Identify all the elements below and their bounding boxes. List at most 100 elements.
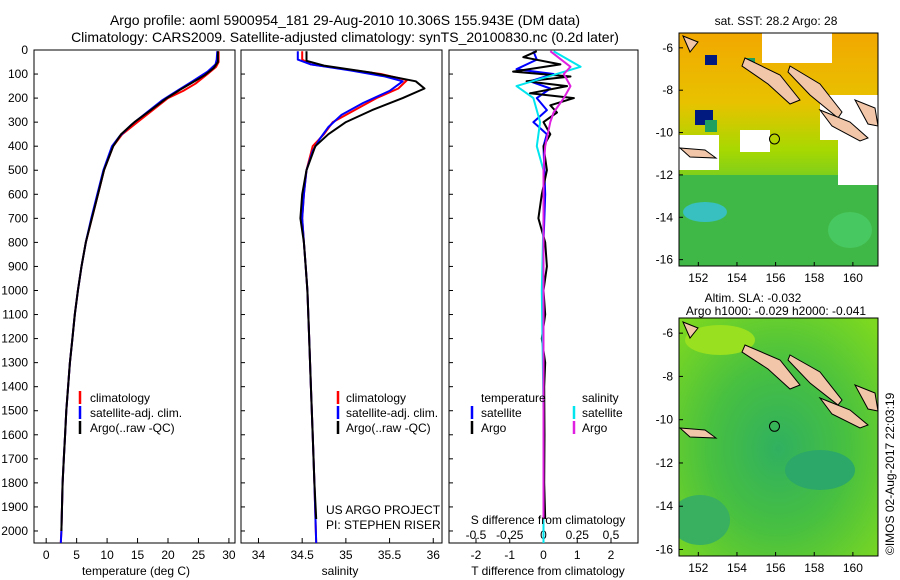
x-tick-label: 20 bbox=[161, 548, 175, 562]
island bbox=[818, 108, 869, 142]
salinity-legend: climatology satellite-adj. clim. Argo(..… bbox=[336, 391, 438, 435]
x-tick-label: 35.5 bbox=[378, 548, 402, 562]
legend-label-t-argo: Argo bbox=[481, 421, 507, 435]
x-top-tick-label: 0.5 bbox=[603, 528, 620, 542]
map-x-tick-label: 156 bbox=[766, 561, 786, 575]
sst-patch bbox=[762, 33, 832, 63]
x-top-tick-label: -0.25 bbox=[496, 528, 524, 542]
island bbox=[818, 396, 869, 429]
temperature-plot-frame bbox=[33, 49, 236, 544]
y-tick-label: 1700 bbox=[1, 452, 28, 466]
map-y-tick-label: -8 bbox=[662, 83, 673, 97]
map-y-tick-label: -12 bbox=[656, 168, 674, 182]
series-line bbox=[59, 51, 219, 543]
series-line bbox=[515, 50, 555, 543]
map-x-tick-label: 158 bbox=[804, 561, 824, 575]
y-tick-label: 1300 bbox=[1, 356, 28, 370]
salinity-axes: 34 34.5 35 35.5 36 bbox=[241, 49, 441, 562]
sst-map bbox=[679, 33, 878, 266]
island bbox=[741, 344, 801, 390]
island bbox=[682, 35, 699, 53]
x-tick-label: 0 bbox=[43, 548, 50, 562]
sla-map bbox=[679, 318, 878, 556]
sla-map-title-line1: Altim. SLA: -0.032 bbox=[705, 291, 802, 305]
island bbox=[679, 147, 718, 159]
y-tick-label: 600 bbox=[8, 187, 28, 201]
map-y-tick-label: -14 bbox=[656, 499, 674, 513]
map-x-tick-label: 160 bbox=[843, 271, 863, 285]
y-tick-label: 1500 bbox=[1, 404, 28, 418]
legend-header-salinity: salinity bbox=[582, 391, 619, 405]
difference-xlabel: T difference from climatology bbox=[471, 564, 625, 578]
y-tick-label: 0 bbox=[21, 43, 28, 57]
sla-map-axes: 152 154 156 158 160 -6 -8 -10 -12 -14 -16 bbox=[656, 326, 864, 575]
x-tick-label: 15 bbox=[131, 548, 145, 562]
sst-patch bbox=[683, 202, 727, 222]
map-x-tick-label: 154 bbox=[727, 561, 747, 575]
legend-label-s-argo: Argo bbox=[582, 421, 608, 435]
y-tick-label: 1000 bbox=[1, 283, 28, 297]
legend-label-climatology: climatology bbox=[90, 391, 150, 405]
map-x-tick-label: 160 bbox=[843, 561, 863, 575]
x-tick-label: -2 bbox=[471, 548, 482, 562]
map-y-tick-label: -6 bbox=[662, 326, 673, 340]
sst-map-axes: 152 154 156 158 160 -6 -8 -10 -12 -14 -16 bbox=[656, 41, 864, 285]
island bbox=[741, 57, 801, 105]
legend-label-satellite: satellite-adj. clim. bbox=[346, 406, 438, 420]
sst-patch bbox=[705, 55, 717, 65]
x-tick-label: -1 bbox=[504, 548, 515, 562]
x-top-tick-label: 0.25 bbox=[566, 528, 590, 542]
y-tick-label: 1600 bbox=[1, 428, 28, 442]
sla-patch bbox=[685, 325, 755, 355]
y-tick-label: 300 bbox=[8, 115, 28, 129]
y-tick-label: 1400 bbox=[1, 380, 28, 394]
island bbox=[853, 99, 878, 127]
map-x-tick-label: 158 bbox=[804, 271, 824, 285]
difference-axes: -2 -1 0 1 2-0.5 -0.25 0 0.25 0.5 bbox=[449, 49, 620, 562]
y-tick-label: 2000 bbox=[1, 524, 28, 538]
map-x-tick-label: 152 bbox=[688, 561, 708, 575]
y-tick-label: 1200 bbox=[1, 332, 28, 346]
map-y-tick-label: -8 bbox=[662, 369, 673, 383]
x-tick-label: 1 bbox=[574, 548, 581, 562]
salinity-xlabel: salinity bbox=[322, 564, 359, 578]
imos-watermark: ©IMOS 02-Aug-2017 22:03:19 bbox=[883, 392, 897, 555]
y-tick-label: 500 bbox=[8, 163, 28, 177]
difference-legend: temperature salinity satellite Argo sate… bbox=[470, 391, 623, 435]
map-y-tick-label: -10 bbox=[656, 413, 674, 427]
map-x-tick-label: 154 bbox=[727, 271, 747, 285]
difference-xlabel2: S difference from climatology bbox=[471, 513, 626, 527]
y-tick-label: 1900 bbox=[1, 500, 28, 514]
legend-label-s-satellite: satellite bbox=[582, 406, 623, 420]
y-tick-label: 800 bbox=[8, 235, 28, 249]
x-tick-label: 34.5 bbox=[290, 548, 314, 562]
legend-label-climatology: climatology bbox=[346, 391, 406, 405]
series-line bbox=[515, 50, 582, 543]
x-tick-label: 36 bbox=[427, 548, 441, 562]
map-y-tick-label: -16 bbox=[656, 253, 674, 267]
sla-patch bbox=[785, 450, 855, 490]
x-tick-label: 35 bbox=[339, 548, 353, 562]
x-tick-label: 0 bbox=[540, 548, 547, 562]
map-y-tick-label: -12 bbox=[656, 456, 674, 470]
series-line bbox=[59, 51, 220, 543]
sst-patch bbox=[705, 120, 717, 132]
y-tick-label: 400 bbox=[8, 139, 28, 153]
sst-patch bbox=[740, 130, 770, 152]
x-tick-label: 25 bbox=[192, 548, 206, 562]
y-tick-label: 1800 bbox=[1, 476, 28, 490]
temperature-xlabel: temperature (deg C) bbox=[82, 564, 190, 578]
map-y-tick-label: -14 bbox=[656, 210, 674, 224]
y-tick-label: 700 bbox=[8, 211, 28, 225]
x-tick-label: 34 bbox=[252, 548, 266, 562]
x-tick-label: 2 bbox=[608, 548, 615, 562]
project-annotation: US ARGO PROJECT bbox=[326, 503, 441, 517]
map-y-tick-label: -10 bbox=[656, 126, 674, 140]
sst-map-title: sat. SST: 28.2 Argo: 28 bbox=[715, 14, 838, 28]
series-line bbox=[542, 50, 572, 519]
temperature-legend: climatology satellite-adj. clim. Argo(..… bbox=[78, 391, 182, 435]
island bbox=[679, 427, 718, 439]
x-tick-label: 10 bbox=[100, 548, 114, 562]
series-line bbox=[60, 51, 219, 532]
